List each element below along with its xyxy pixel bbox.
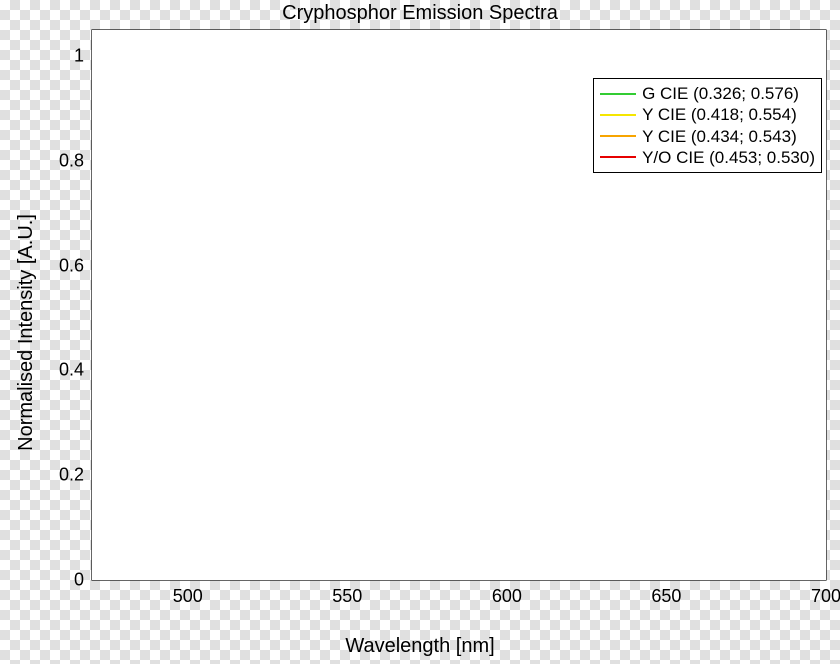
- legend-swatch: [600, 114, 636, 116]
- y-tick-label: 0.2: [44, 465, 84, 486]
- chart-container: Cryphosphor Emission Spectra Normalised …: [0, 0, 840, 664]
- legend-swatch: [600, 156, 636, 158]
- legend-entry-G: G CIE (0.326; 0.576): [600, 83, 815, 104]
- y-tick-label: 0.8: [44, 150, 84, 171]
- legend-swatch: [600, 135, 636, 137]
- chart-title: Cryphosphor Emission Spectra: [0, 2, 840, 25]
- x-tick-label: 650: [651, 586, 681, 607]
- y-tick-label: 0.6: [44, 255, 84, 276]
- legend-label: Y CIE (0.434; 0.543): [642, 126, 797, 147]
- y-axis-label: Normalised Intensity [A.U.]: [14, 0, 38, 664]
- x-axis-label: Wavelength [nm]: [0, 635, 840, 658]
- x-tick-label: 600: [492, 586, 522, 607]
- x-tick-label: 500: [173, 586, 203, 607]
- y-tick-label: 1: [44, 46, 84, 67]
- legend-swatch: [600, 93, 636, 95]
- legend-label: Y/O CIE (0.453; 0.530): [642, 147, 815, 168]
- y-tick-label: 0.4: [44, 360, 84, 381]
- x-tick-label: 550: [332, 586, 362, 607]
- legend-label: G CIE (0.326; 0.576): [642, 83, 799, 104]
- legend-entry-YO: Y/O CIE (0.453; 0.530): [600, 147, 815, 168]
- legend-entry-Y1: Y CIE (0.418; 0.554): [600, 104, 815, 125]
- legend-label: Y CIE (0.418; 0.554): [642, 104, 797, 125]
- legend-entry-Y2: Y CIE (0.434; 0.543): [600, 126, 815, 147]
- legend: G CIE (0.326; 0.576)Y CIE (0.418; 0.554)…: [593, 78, 822, 173]
- y-tick-label: 0: [44, 570, 84, 591]
- x-tick-label: 700: [811, 586, 840, 607]
